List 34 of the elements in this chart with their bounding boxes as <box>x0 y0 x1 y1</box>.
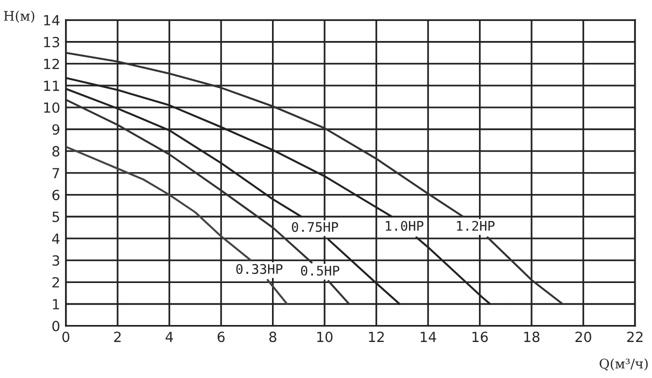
x-tick-label: 12 <box>369 332 384 342</box>
y-tick-label: 1 <box>52 299 60 310</box>
y-axis-title: H(м) <box>4 10 34 23</box>
x-tick-label: 18 <box>524 332 540 342</box>
series-label: 1.0HP <box>386 220 424 231</box>
x-tick-label: 4 <box>166 332 173 342</box>
y-tick-label: 3 <box>52 255 60 266</box>
y-tick-label: 13 <box>44 36 60 48</box>
series-label: 1.2HP <box>457 220 495 231</box>
y-tick-label: 0 <box>52 320 60 332</box>
series-label: 0.75HP <box>292 222 338 232</box>
y-tick-label: 4 <box>52 234 60 244</box>
y-tick-label: 7 <box>52 168 60 178</box>
series-label: 0.33HP <box>236 264 282 274</box>
x-tick-label: 16 <box>472 332 488 342</box>
y-tick-label: 10 <box>44 102 60 113</box>
x-tick-label: 22 <box>627 332 642 342</box>
y-tick-label: 5 <box>52 212 60 222</box>
y-tick-label: 8 <box>52 146 60 157</box>
x-tick-label: 0 <box>62 332 70 342</box>
y-tick-label: 14 <box>44 15 60 26</box>
series-label: 0.5HP <box>301 266 340 276</box>
x-tick-label: 10 <box>317 332 332 342</box>
y-tick-label: 12 <box>44 58 59 69</box>
y-tick-label: 9 <box>52 124 60 135</box>
y-tick-label: 11 <box>44 80 60 91</box>
x-tick-label: 2 <box>114 332 121 342</box>
x-axis-title: Q(м³/ч) <box>600 358 648 371</box>
x-tick-label: 14 <box>420 332 436 342</box>
y-tick-label: 6 <box>52 190 60 200</box>
y-tick-label: 2 <box>52 277 59 288</box>
x-tick-label: 20 <box>575 332 592 342</box>
x-tick-label: 8 <box>269 332 276 342</box>
x-tick-label: 6 <box>218 332 225 342</box>
